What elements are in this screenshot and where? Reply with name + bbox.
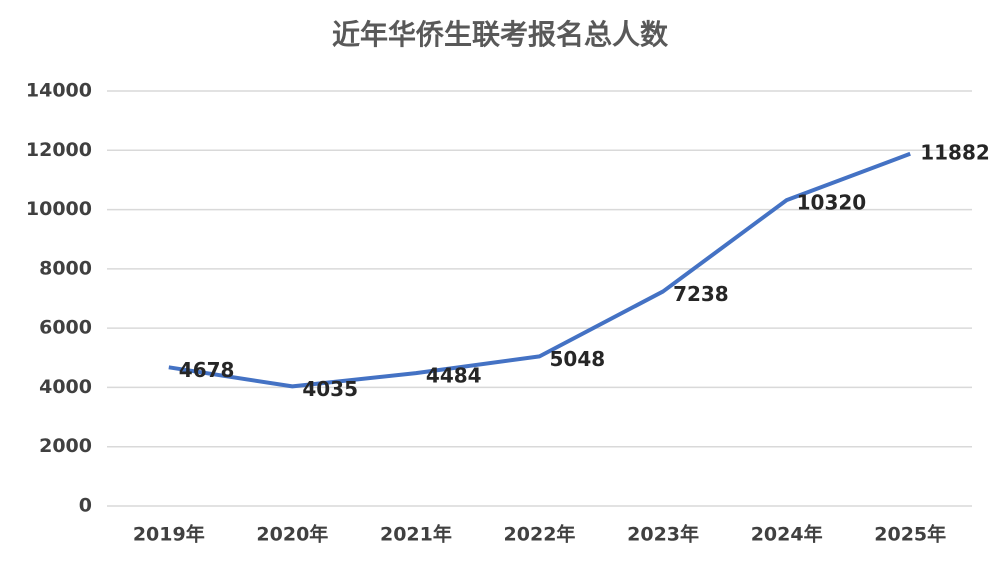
data-label: 11882	[920, 140, 990, 164]
data-label: 4035	[302, 377, 358, 401]
x-tick-label: 2021年	[380, 523, 452, 546]
data-line	[168, 151, 911, 389]
y-tick-label: 6000	[39, 317, 92, 339]
x-tick-label: 2020年	[256, 523, 328, 546]
x-tick-label: 2019年	[133, 523, 205, 546]
x-tick-label: 2022年	[504, 523, 576, 546]
data-label: 7238	[673, 282, 729, 306]
y-tick-label: 12000	[26, 139, 92, 161]
y-tick-label: 4000	[39, 376, 92, 398]
data-label: 5048	[550, 347, 606, 371]
data-label: 4678	[179, 358, 235, 382]
y-tick-label: 2000	[39, 435, 92, 457]
y-tick-label: 8000	[39, 257, 92, 279]
data-label: 10320	[797, 191, 867, 215]
data-label: 4484	[426, 364, 482, 388]
x-tick-label: 2023年	[627, 523, 699, 546]
y-tick-label: 14000	[26, 80, 92, 102]
y-tick-label: 0	[79, 495, 92, 517]
chart-title: 近年华侨生联考报名总人数	[332, 18, 669, 51]
y-tick-label: 10000	[26, 198, 92, 220]
x-tick-label: 2024年	[751, 523, 823, 546]
x-tick-label: 2025年	[874, 523, 946, 546]
